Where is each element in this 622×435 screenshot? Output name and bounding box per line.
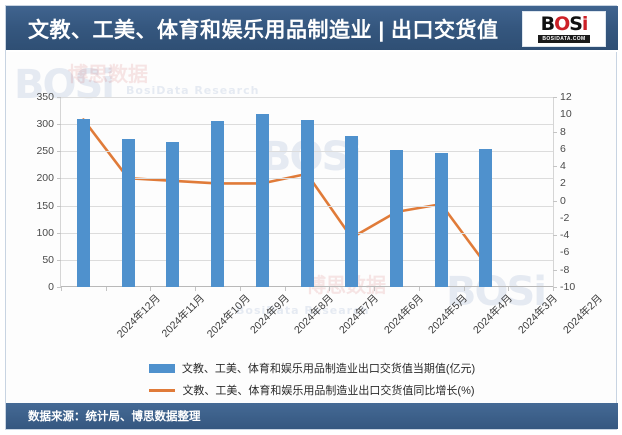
x-axis-tick-label: 2024年10月 [204, 292, 253, 341]
watermark: 博思数据 [68, 62, 148, 86]
x-axis-tick-label: 2024年5月 [426, 292, 471, 337]
x-axis-tick-label: 2024年9月 [247, 292, 292, 337]
x-axis-tickmark [463, 287, 465, 291]
x-axis-tick-label: 2024年3月 [515, 292, 560, 337]
bar [300, 119, 314, 287]
y-axis-left-tick-label: 100 [36, 226, 54, 239]
bar [389, 150, 403, 287]
y-axis-right-tick-label: 2 [560, 177, 566, 190]
bar [345, 136, 359, 287]
y-axis-right-tick-label: -8 [560, 263, 570, 276]
y-axis-right-tick-label: -2 [560, 211, 570, 224]
x-axis-tickmark [374, 287, 376, 291]
y-axis-right-tick-label: -6 [560, 246, 570, 259]
y-axis-right-tick-label: 8 [560, 125, 566, 138]
bar [479, 148, 493, 287]
y-axis-left-tickmark [57, 151, 61, 153]
x-axis-tickmark [61, 287, 62, 291]
x-axis-tickmark [105, 287, 107, 291]
y-axis-right-tickmark [553, 166, 557, 168]
y-axis-left-tickmark [57, 205, 61, 207]
legend-swatch-bar-icon [148, 363, 175, 373]
x-axis-tick-label: 2024年7月 [336, 292, 381, 337]
growth-line-path [82, 118, 488, 266]
logo-domain: BOSIDATA.COM [538, 35, 590, 43]
legend-label-line: 文教、工美、体育和娱乐用品制造业出口交货值同比增长(%) [182, 385, 475, 397]
y-axis-right-tick-label: 4 [560, 160, 566, 173]
y-axis-left-tick-label: 200 [36, 172, 54, 185]
y-axis-left-tickmark [57, 97, 61, 98]
y-axis-right-tick-label: 12 [560, 91, 572, 103]
y-axis-right-tick-label: -10 [560, 281, 576, 293]
bar [76, 118, 90, 287]
chart-header: 文教、工美、体育和娱乐用品制造业 | 出口交货值 BOSi BOSIDATA.C… [6, 6, 618, 52]
y-axis-right-tickmark [553, 235, 557, 237]
legend-item-line: 文教、工美、体育和娱乐用品制造业出口交货值同比增长(%) [6, 382, 618, 398]
chart-card: 文教、工美、体育和娱乐用品制造业 | 出口交货值 BOSi BOSIDATA.C… [5, 5, 618, 430]
y-axis-left-tick-label: 150 [36, 199, 54, 212]
y-axis-left-tickmark [57, 178, 61, 180]
logo-wordmark: BOSi [540, 13, 589, 35]
x-axis-tickmark [553, 287, 554, 291]
y-axis-right-tickmark [553, 287, 557, 288]
y-axis-left-tick-label: 350 [36, 91, 54, 103]
x-axis-tickmark [329, 287, 331, 291]
legend-swatch-line-icon [149, 388, 176, 392]
y-axis-right-tickmark [553, 97, 557, 98]
x-axis-tick-label: 2024年8月 [292, 292, 337, 337]
bosi-logo: BOSi BOSIDATA.COM [522, 11, 606, 47]
gridline [61, 97, 553, 98]
data-source-label: 数据来源：统计局、博思数据整理 [28, 411, 201, 423]
y-axis-right-tick-label: 10 [560, 108, 572, 121]
legend-item-bar: 文教、工美、体育和娱乐用品制造业出口交货值当期值(亿元) [6, 360, 618, 376]
x-axis-tickmark [195, 287, 197, 291]
y-axis-right-tick-label: 0 [560, 194, 566, 207]
y-axis-right [553, 97, 554, 287]
chart-plot-region: BOSi 博思数据 BosiData Research BOSi 博思数据 Bo… [6, 54, 618, 354]
y-axis-right-tickmark [553, 269, 557, 271]
plot-canvas: 350 300 250 200 150 100 50 0 12 10 8 6 4 2 0 -2 -4 -6 -8 -1… [36, 92, 604, 341]
x-axis-tick-label: 2024年12月 [115, 292, 164, 341]
bar [434, 152, 448, 287]
bar [166, 142, 180, 287]
logo-letter-i: i [581, 13, 588, 35]
page-title: 文教、工美、体育和娱乐用品制造业 | 出口交货值 [28, 19, 499, 42]
bar [255, 114, 269, 287]
y-axis-right-tickmark [553, 131, 557, 133]
x-axis-tick-label: 2024年6月 [381, 292, 426, 337]
watermark: BosiData Research [126, 84, 260, 97]
y-axis-left-tickmark [57, 232, 61, 234]
x-axis-tick-label: 2024年2月 [560, 292, 605, 337]
bar [121, 138, 135, 287]
bar [211, 120, 225, 287]
y-axis-right-tick-label: -4 [560, 229, 570, 242]
y-axis-right-tick-label: 6 [560, 142, 566, 155]
y-axis-left-tickmark [57, 287, 61, 288]
legend-label-bar: 文教、工美、体育和娱乐用品制造业出口交货值当期值(亿元) [181, 363, 476, 375]
logo-letter-b: B [540, 13, 556, 35]
x-axis-tickmark [239, 287, 241, 291]
x-axis-tickmark [284, 287, 286, 291]
x-axis-tick-label: 2024年4月 [471, 292, 516, 337]
y-axis-left-tick-label: 0 [48, 281, 54, 293]
y-axis-left-tickmark [57, 259, 61, 261]
x-axis-tickmark [150, 287, 152, 291]
logo-letter-s: S [569, 13, 583, 35]
chart-legend: 文教、工美、体育和娱乐用品制造业出口交货值当期值(亿元) 文教、工美、体育和娱乐… [6, 358, 618, 406]
y-axis-left [60, 97, 61, 287]
logo-letter-o: O [554, 13, 570, 35]
x-axis-tickmark [418, 287, 420, 291]
y-axis-left-tick-label: 300 [36, 118, 54, 131]
x-axis-tickmark [508, 287, 510, 291]
y-axis-right-tickmark [553, 200, 557, 202]
x-axis-tick-label: 2024年11月 [159, 292, 208, 340]
y-axis-left-tick-label: 50 [42, 253, 54, 266]
y-axis-left-tickmark [57, 124, 61, 126]
y-axis-left-tick-label: 250 [36, 145, 54, 158]
chart-footer: 数据来源：统计局、博思数据整理 [6, 403, 618, 429]
